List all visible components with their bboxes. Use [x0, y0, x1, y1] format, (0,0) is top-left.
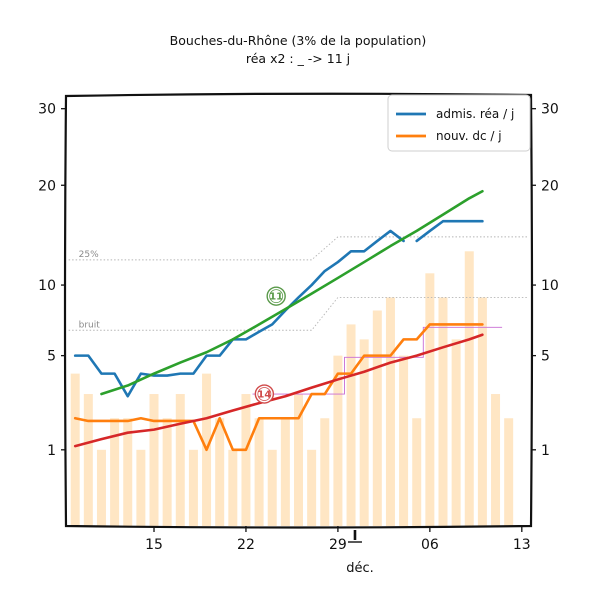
reference-lines-layer: 25% bruit — [68, 236, 529, 395]
bar — [175, 394, 185, 526]
bar — [307, 449, 317, 526]
legend: admis. réa / j nouv. dc / j — [387, 94, 531, 152]
y-tick-label-left-30: 30 — [38, 102, 56, 118]
legend-label-nouv-dc: nouv. dc / j — [436, 129, 502, 143]
x-tick-label-15: 15 — [145, 537, 163, 553]
bar — [491, 394, 501, 526]
bars-layer — [70, 251, 514, 526]
bar — [477, 297, 487, 526]
series-nouv-dc — [73, 323, 484, 452]
series-admis-rea-part-2 — [415, 219, 484, 243]
bar — [267, 449, 277, 526]
bar — [83, 394, 93, 526]
bar — [425, 273, 435, 526]
threshold-line — [252, 326, 503, 395]
bar — [149, 394, 159, 526]
chart-title: Bouches-du-Rhône (3% de la population) — [170, 33, 427, 48]
chart-subtitle: réa x2 : _ -> 11 j — [246, 51, 350, 66]
annotation-badge-ring-11 — [269, 289, 284, 304]
x-tick-label-06: 06 — [421, 537, 439, 553]
bar — [228, 449, 238, 526]
bar — [123, 418, 133, 526]
bar — [254, 418, 264, 526]
bar — [412, 418, 422, 526]
bar — [188, 449, 198, 526]
bar — [438, 297, 448, 526]
series-layer — [73, 189, 484, 452]
y-tick-label-left-10: 10 — [38, 278, 56, 294]
x-ticks: 15 22 29 06 13 — [145, 526, 531, 553]
y-tick-label-right-20: 20 — [541, 178, 559, 194]
bar — [399, 355, 409, 526]
bar — [136, 449, 146, 526]
reference-line-label-25: 25% — [79, 250, 99, 260]
bar — [451, 339, 461, 526]
series-admis-rea-part-1 — [73, 229, 405, 398]
reference-line-25 — [68, 236, 529, 261]
annotation-label-14: 14 — [257, 390, 271, 401]
bar — [294, 394, 303, 526]
y-tick-label-right-30: 30 — [541, 102, 559, 118]
reference-line-label-bruit: bruit — [79, 320, 101, 330]
y-tick-label-right-1: 1 — [541, 443, 550, 459]
bar — [162, 418, 172, 526]
x-tick-label-13: 13 — [513, 537, 531, 553]
bar — [215, 418, 225, 526]
series-trend-red — [73, 333, 484, 448]
y-tick-label-right-10: 10 — [541, 278, 559, 294]
bar — [241, 394, 251, 526]
bar — [320, 418, 330, 526]
bar — [359, 339, 369, 526]
bar — [372, 310, 382, 526]
bar — [333, 355, 343, 526]
y-tick-label-left-1: 1 — [47, 443, 56, 459]
legend-label-admis-rea: admis. réa / j — [436, 107, 514, 121]
y-tick-label-left-5: 5 — [47, 349, 56, 365]
y-tick-label-left-20: 20 — [38, 178, 56, 194]
series-trend-green — [100, 189, 484, 396]
bar — [96, 449, 106, 526]
bar — [464, 251, 474, 526]
y-tick-label-right-5: 5 — [541, 349, 550, 365]
bar — [346, 324, 356, 526]
x-axis-label: déc. — [346, 561, 374, 576]
plot-frame — [63, 92, 534, 529]
bar — [110, 418, 120, 526]
annotations-layer: 11 14 — [254, 286, 286, 404]
bar — [70, 373, 80, 526]
annotation-label-11: 11 — [269, 292, 283, 303]
x-tick-label-22: 22 — [237, 537, 255, 553]
x-tick-label-29: 29 — [329, 537, 347, 553]
bar — [280, 418, 290, 526]
bar — [504, 418, 514, 526]
annotation-badge-ring-14 — [257, 387, 272, 401]
bar — [385, 297, 395, 526]
